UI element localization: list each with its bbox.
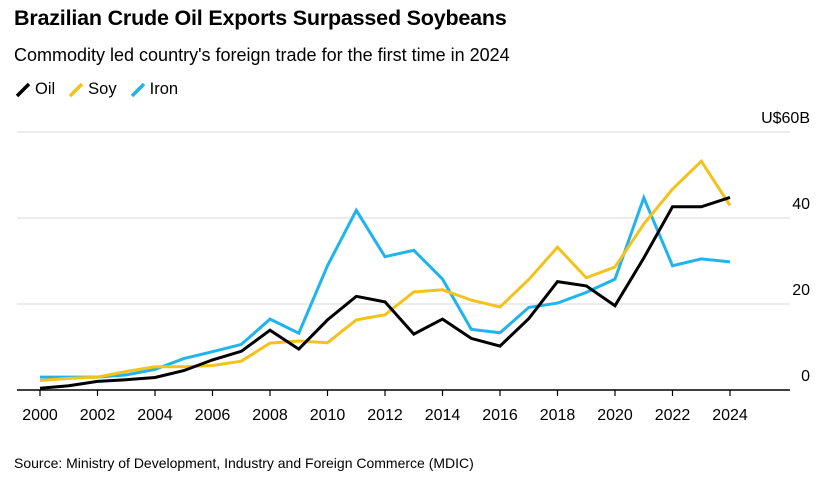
y-tick-label: 40	[792, 196, 810, 213]
x-tick-label: 2004	[137, 407, 173, 424]
x-tick-label: 2024	[712, 407, 748, 424]
chart-title: Brazilian Crude Oil Exports Surpassed So…	[14, 6, 507, 30]
legend-swatch-soy	[68, 82, 84, 97]
x-tick-label: 2012	[367, 407, 403, 424]
x-tick-label: 2002	[80, 407, 116, 424]
legend: Oil Soy Iron	[14, 80, 190, 99]
legend-label-iron: Iron	[149, 80, 179, 98]
y-axis-ticks: U$60B 40 20 0	[761, 110, 810, 385]
y-tick-label: 0	[801, 368, 810, 385]
y-tick-label: U$60B	[761, 110, 810, 127]
x-tick-label: 2016	[482, 407, 518, 424]
x-tick-label: 2006	[195, 407, 231, 424]
legend-item-soy: Soy	[67, 80, 117, 99]
x-axis-ticks: 2000 2002 2004 2006 2008 2010 2012 2014 2016 2018…	[22, 390, 748, 424]
y-tick-label: 20	[792, 282, 810, 299]
legend-swatch-iron	[130, 82, 145, 97]
legend-item-iron: Iron	[129, 80, 178, 99]
grid-lines	[17, 131, 790, 305]
series-line-iron	[40, 193, 731, 379]
series-line-soy	[39, 158, 732, 382]
chart-subtitle: Commodity led country's foreign trade fo…	[14, 45, 510, 65]
legend-label-oil: Oil	[35, 80, 56, 98]
source-note: Source: Ministry of Development, Industr…	[14, 455, 474, 471]
x-tick-label: 2020	[597, 407, 633, 424]
x-tick-label: 2018	[540, 407, 576, 424]
legend-label-soy: Soy	[88, 80, 117, 98]
series-line-oil	[39, 195, 731, 390]
series-lines	[39, 158, 732, 390]
x-tick-label: 2000	[22, 407, 58, 424]
x-tick-label: 2014	[425, 407, 461, 424]
x-tick-label: 2022	[655, 407, 691, 424]
legend-swatch-oil	[15, 82, 31, 97]
legend-item-oil: Oil	[14, 80, 55, 99]
x-tick-label: 2010	[310, 407, 346, 424]
x-tick-label: 2008	[252, 407, 288, 424]
